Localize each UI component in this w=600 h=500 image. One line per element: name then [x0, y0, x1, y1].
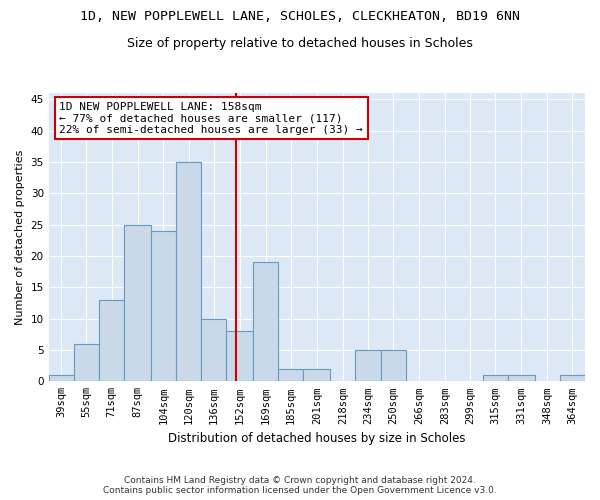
Bar	[380, 350, 406, 382]
Text: 1D, NEW POPPLEWELL LANE, SCHOLES, CLECKHEATON, BD19 6NN: 1D, NEW POPPLEWELL LANE, SCHOLES, CLECKH…	[80, 10, 520, 23]
Bar	[74, 344, 99, 382]
Bar	[253, 262, 278, 382]
Bar	[304, 369, 330, 382]
X-axis label: Distribution of detached houses by size in Scholes: Distribution of detached houses by size …	[168, 432, 466, 445]
Text: Contains HM Land Registry data © Crown copyright and database right 2024.
Contai: Contains HM Land Registry data © Crown c…	[103, 476, 497, 495]
Bar	[151, 231, 176, 382]
Bar	[278, 369, 304, 382]
Bar	[49, 375, 74, 382]
Bar	[355, 350, 380, 382]
Bar	[124, 224, 151, 382]
Text: 1D NEW POPPLEWELL LANE: 158sqm
← 77% of detached houses are smaller (117)
22% of: 1D NEW POPPLEWELL LANE: 158sqm ← 77% of …	[59, 102, 363, 135]
Bar	[201, 318, 226, 382]
Bar	[483, 375, 508, 382]
Bar	[560, 375, 585, 382]
Bar	[99, 300, 124, 382]
Bar	[176, 162, 201, 382]
Bar	[508, 375, 535, 382]
Y-axis label: Number of detached properties: Number of detached properties	[15, 150, 25, 325]
Bar	[226, 331, 253, 382]
Text: Size of property relative to detached houses in Scholes: Size of property relative to detached ho…	[127, 38, 473, 51]
